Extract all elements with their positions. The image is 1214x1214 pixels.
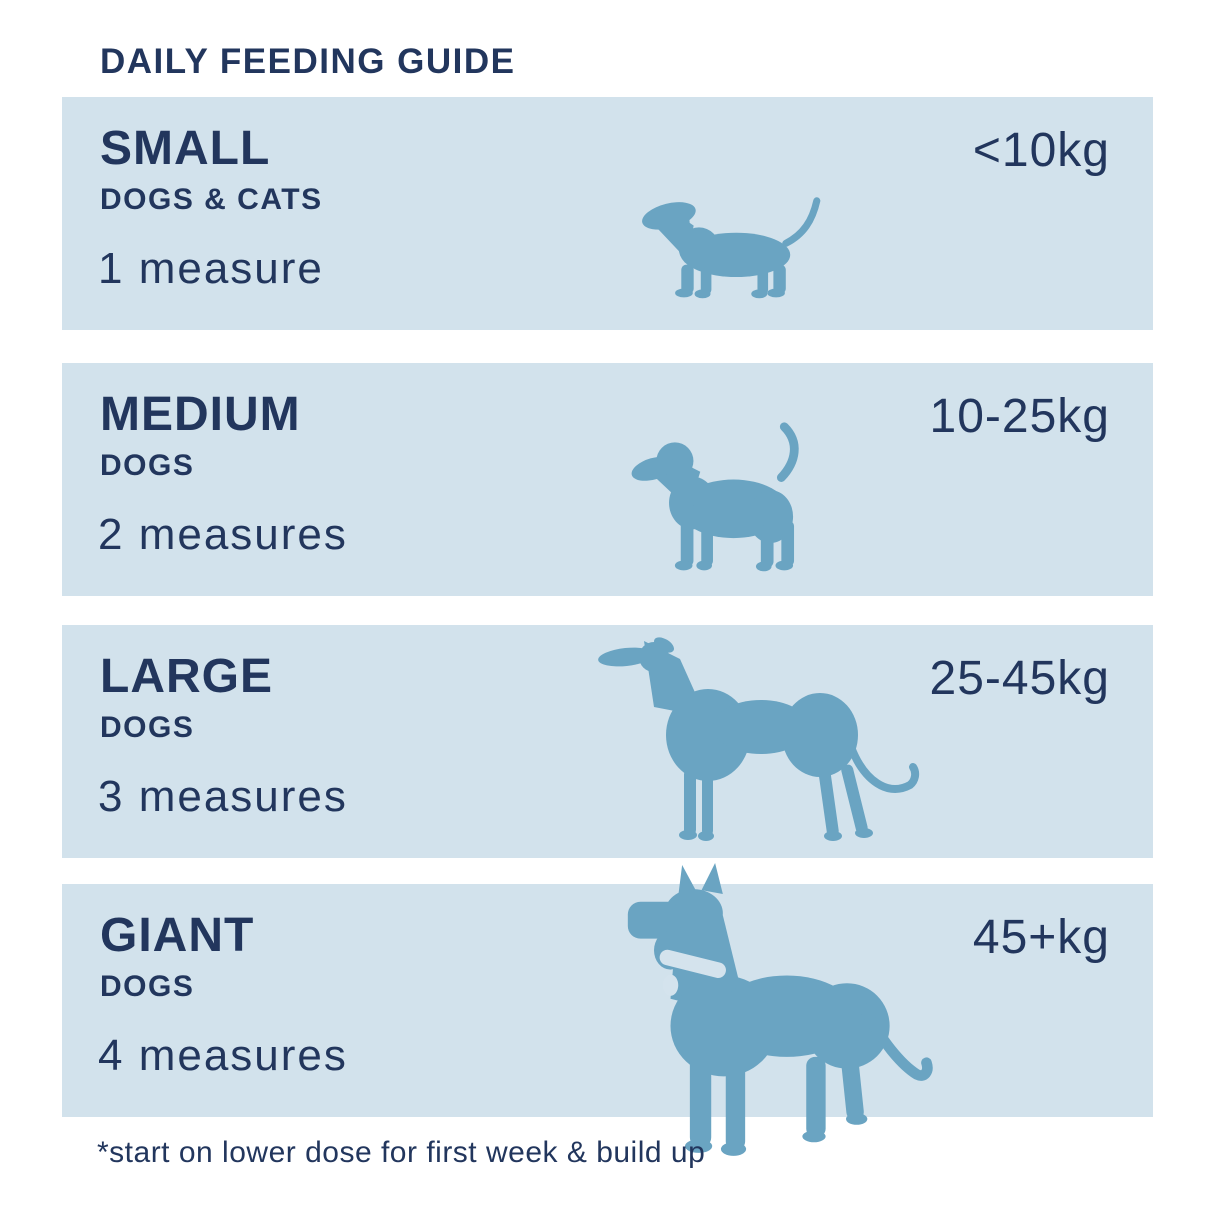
weight-label: <10kg [972, 124, 1110, 177]
measures-label: 3 measures [98, 772, 348, 821]
measures-label: 4 measures [98, 1031, 348, 1080]
feeding-row-giant: GIANT DOGS 4 measures 45+kg [62, 884, 1153, 1117]
category-label: DOGS [100, 970, 195, 1003]
category-label: DOGS & CATS [100, 183, 323, 216]
feeding-row-medium: MEDIUM DOGS 2 measures 10-25kg [62, 363, 1153, 596]
measures-label: 2 measures [98, 510, 348, 559]
measures-label: 1 measure [98, 244, 324, 293]
weight-label: 25-45kg [929, 652, 1110, 705]
size-label: MEDIUM [100, 388, 301, 441]
weight-label: 10-25kg [929, 390, 1110, 443]
size-label: GIANT [100, 909, 255, 962]
greyhound-icon [598, 637, 920, 841]
collar-tag [662, 974, 679, 996]
footnote: *start on lower dose for first week & bu… [97, 1136, 706, 1169]
dachshund-icon [642, 197, 821, 299]
page-title: DAILY FEEDING GUIDE [100, 42, 516, 81]
beagle-icon [631, 422, 799, 572]
collar [659, 949, 726, 978]
great-dane-icon [627, 863, 933, 1156]
category-label: DOGS [100, 711, 195, 744]
size-label: LARGE [100, 650, 273, 703]
feeding-row-small: SMALL DOGS & CATS 1 measure <10kg [62, 97, 1153, 330]
weight-label: 45+kg [972, 911, 1110, 964]
category-label: DOGS [100, 449, 195, 482]
size-label: SMALL [100, 122, 271, 175]
